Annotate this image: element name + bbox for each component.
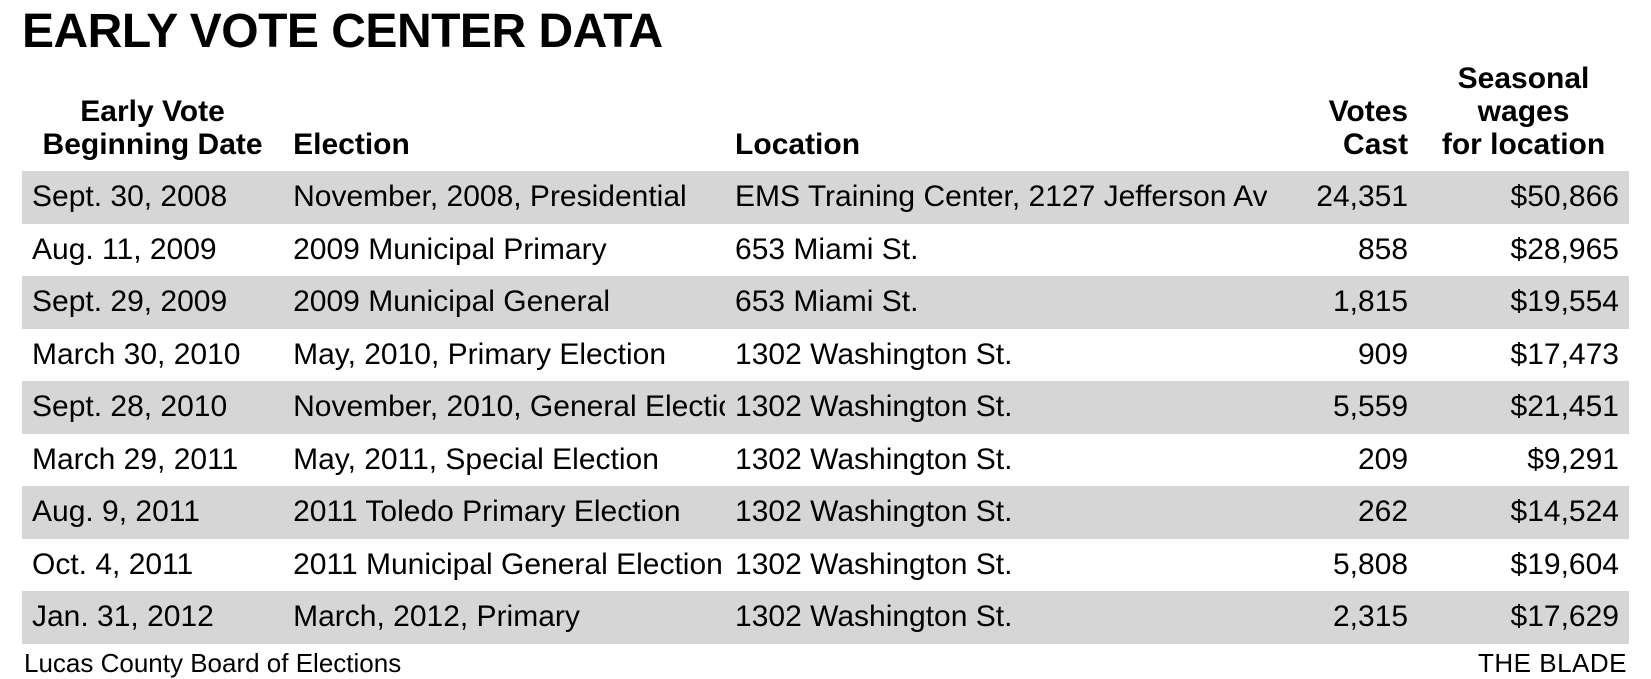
table-graphic: EARLY VOTE CENTER DATA Early VoteBeginni… (0, 0, 1651, 679)
table-cell: 24,351 (1267, 171, 1418, 224)
table-cell: Sept. 29, 2009 (22, 276, 283, 329)
table-cell: 2009 Municipal Primary (283, 224, 725, 277)
column-header-line2: Location (735, 128, 860, 161)
table-cell: 5,559 (1267, 381, 1418, 434)
table-footer: Lucas County Board of Elections THE BLAD… (22, 644, 1629, 679)
table-cell: 1302 Washington St. (725, 329, 1267, 382)
column-header-line1: Votes (1329, 95, 1408, 128)
table-cell: Sept. 30, 2008 (22, 171, 283, 224)
column-header: Seasonal wagesfor location (1418, 58, 1629, 171)
table-cell: 5,808 (1267, 539, 1418, 592)
column-header-line2: for location (1442, 128, 1605, 161)
column-header-line2: Beginning Date (43, 128, 263, 161)
table-cell: 1302 Washington St. (725, 434, 1267, 487)
table-cell: Aug. 11, 2009 (22, 224, 283, 277)
table-row: Aug. 11, 20092009 Municipal Primary653 M… (22, 224, 1629, 277)
table-cell: 209 (1267, 434, 1418, 487)
table-cell: May, 2010, Primary Election (283, 329, 725, 382)
table-body: Sept. 30, 2008November, 2008, Presidenti… (22, 171, 1629, 644)
table-cell: $14,524 (1418, 486, 1629, 539)
table-cell: 2011 Municipal General Election (283, 539, 725, 592)
table-cell: 1302 Washington St. (725, 486, 1267, 539)
table-cell: 653 Miami St. (725, 276, 1267, 329)
table-row: Jan. 31, 2012March, 2012, Primary1302 Wa… (22, 591, 1629, 644)
table-row: Sept. 30, 2008November, 2008, Presidenti… (22, 171, 1629, 224)
table-cell: 2009 Municipal General (283, 276, 725, 329)
column-header: VotesCast (1267, 58, 1418, 171)
column-header: Early VoteBeginning Date (22, 58, 283, 171)
table-cell: 262 (1267, 486, 1418, 539)
table-row: Sept. 28, 2010November, 2010, General El… (22, 381, 1629, 434)
table-cell: EMS Training Center, 2127 Jefferson Ave. (725, 171, 1267, 224)
table-row: Aug. 9, 20112011 Toledo Primary Election… (22, 486, 1629, 539)
table-row: March 30, 2010May, 2010, Primary Electio… (22, 329, 1629, 382)
column-header-line2: Cast (1343, 128, 1408, 161)
table-row: Oct. 4, 20112011 Municipal General Elect… (22, 539, 1629, 592)
table-cell: 2,315 (1267, 591, 1418, 644)
table-cell: $19,604 (1418, 539, 1629, 592)
table-cell: $50,866 (1418, 171, 1629, 224)
table-cell: 909 (1267, 329, 1418, 382)
table-cell: Aug. 9, 2011 (22, 486, 283, 539)
table-cell: $28,965 (1418, 224, 1629, 277)
table-cell: $9,291 (1418, 434, 1629, 487)
column-header-line1: Seasonal wages (1458, 62, 1590, 128)
table-head: Early VoteBeginning Date Election Location… (22, 58, 1629, 171)
source-attribution: Lucas County Board of Elections (24, 648, 401, 679)
column-header: Location (725, 58, 1267, 171)
table-cell: $19,554 (1418, 276, 1629, 329)
table-cell: May, 2011, Special Election (283, 434, 725, 487)
table-cell: Sept. 28, 2010 (22, 381, 283, 434)
column-header: Election (283, 58, 725, 171)
table-row: March 29, 2011May, 2011, Special Electio… (22, 434, 1629, 487)
table-cell: 1,815 (1267, 276, 1418, 329)
table-cell: 2011 Toledo Primary Election (283, 486, 725, 539)
table-cell: November, 2008, Presidential (283, 171, 725, 224)
table-cell: 653 Miami St. (725, 224, 1267, 277)
table-cell: March 29, 2011 (22, 434, 283, 487)
table-cell: March 30, 2010 (22, 329, 283, 382)
table-cell: $17,473 (1418, 329, 1629, 382)
table-cell: November, 2010, General Election (283, 381, 725, 434)
column-header-line2: Election (293, 128, 410, 161)
publisher-credit: THE BLADE (1478, 648, 1627, 679)
table-cell: Jan. 31, 2012 (22, 591, 283, 644)
data-table: Early VoteBeginning Date Election Location… (22, 58, 1629, 644)
table-cell: 1302 Washington St. (725, 591, 1267, 644)
table-row: Sept. 29, 20092009 Municipal General653 … (22, 276, 1629, 329)
table-title: EARLY VOTE CENTER DATA (22, 8, 1629, 56)
table-cell: 1302 Washington St. (725, 381, 1267, 434)
table-header-row: Early VoteBeginning Date Election Location… (22, 58, 1629, 171)
table-cell: 858 (1267, 224, 1418, 277)
table-cell: $17,629 (1418, 591, 1629, 644)
column-header-line1: Early Vote (80, 95, 225, 128)
table-cell: March, 2012, Primary (283, 591, 725, 644)
table-cell: $21,451 (1418, 381, 1629, 434)
table-cell: Oct. 4, 2011 (22, 539, 283, 592)
table-cell: 1302 Washington St. (725, 539, 1267, 592)
